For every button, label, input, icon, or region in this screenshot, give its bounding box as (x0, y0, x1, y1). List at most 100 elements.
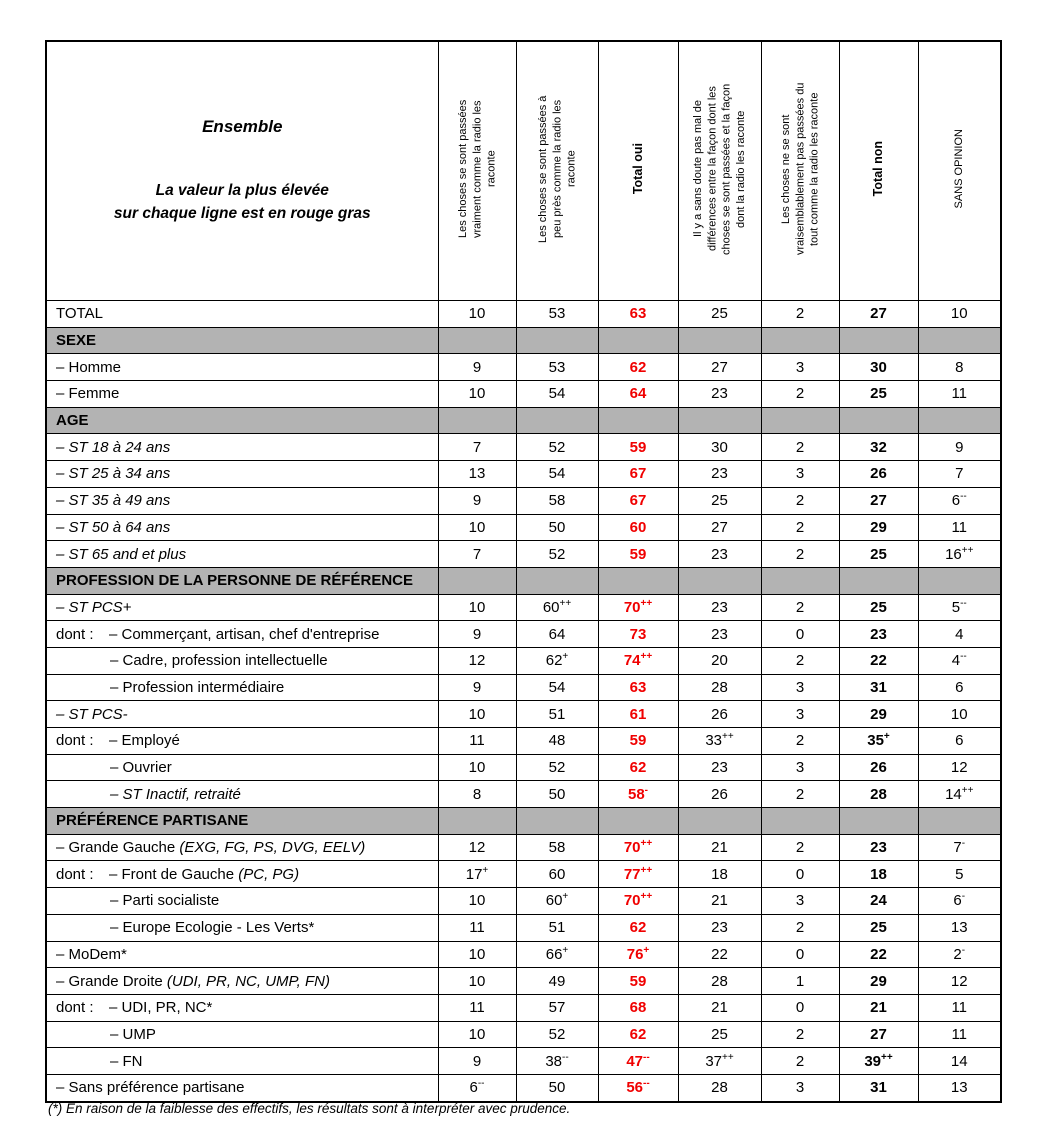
row-label-text: – MoDem* (56, 945, 127, 963)
value-cell: 29 (838, 513, 919, 542)
significance-marker: -- (643, 1051, 650, 1063)
data-row: – Cadre, profession intellectuelle 12 62+ 7… (45, 646, 1002, 675)
value-cell: 6-- (437, 1073, 517, 1103)
value-cell: 26 (838, 753, 919, 782)
value-cell: 10 (437, 700, 517, 728)
data-row: dont : – Commerçant, artisan, chef d'entr… (45, 620, 1002, 648)
value-cell: 59 (597, 727, 679, 755)
row-label-text: – ST 50 à 64 ans (56, 518, 171, 536)
column-header-label: Les choses ne se sont vraisemblablement … (779, 82, 821, 255)
value-cell: 9 (437, 486, 517, 515)
value-cell: 76+ (597, 940, 679, 969)
significance-marker: + (562, 891, 569, 903)
footnote: (*) En raison de la faiblesse des effect… (48, 1101, 571, 1116)
section-empty-cell (597, 807, 679, 835)
value-cell: 50 (515, 1073, 599, 1103)
data-row: – ST 50 à 64 ans 10 50 60 27 2 29 11 (45, 513, 1002, 542)
value-cell: 3 (760, 700, 840, 728)
value-cell: 23 (677, 460, 762, 488)
column-header-peu-pres: Les choses se sont passées à peu près co… (515, 40, 599, 301)
significance-marker: ++ (961, 784, 974, 796)
column-header-vraiment: Les choses se sont passées vraiment comm… (437, 40, 517, 301)
value-cell: 70++ (597, 593, 679, 622)
value-cell: 10 (917, 300, 1002, 328)
value-cell: 6 (917, 673, 1002, 702)
significance-marker: -- (960, 651, 967, 663)
section-empty-cell (437, 807, 517, 835)
section-empty-cell (437, 406, 517, 435)
column-header-label: Les choses se sont passées vraiment comm… (456, 99, 498, 238)
section-empty-cell (515, 406, 599, 435)
column-header-label: Total oui (630, 142, 645, 195)
row-label-text: – ST 18 à 24 ans (56, 438, 171, 456)
value-cell: 51 (515, 913, 599, 942)
value-cell: 20 (677, 646, 762, 675)
row-label-text: (EXG, FG, PS, DVG, EELV) (179, 839, 366, 857)
value-cell: 70++ (597, 887, 679, 915)
row-label-text: – Parti socialiste (110, 892, 220, 910)
section-row: AGE (45, 406, 1002, 435)
section-empty-cell (677, 326, 762, 355)
value-cell: 58 (515, 833, 599, 862)
value-cell: 27 (838, 300, 919, 328)
row-label-text: – ST PCS+ (56, 598, 132, 616)
value-cell: 21 (838, 993, 919, 1022)
significance-marker: -- (477, 1078, 485, 1090)
significance-marker: ++ (640, 864, 653, 876)
section-empty-cell (838, 807, 919, 835)
value-cell: 47-- (597, 1047, 679, 1075)
row-label: – UMP (45, 1020, 439, 1049)
value-cell: 2 (760, 1020, 840, 1049)
significance-marker: + (883, 731, 890, 743)
row-label: – MoDem* (45, 940, 439, 969)
row-label-text: – ST 35 à 49 ans (56, 492, 171, 510)
value-cell: 26 (677, 780, 762, 809)
value-cell: 25 (677, 486, 762, 515)
data-row: – Europe Ecologie - Les Verts* 11 51 62 23 2 2… (45, 913, 1002, 942)
section-empty-cell (838, 326, 919, 355)
value-cell: 62 (597, 753, 679, 782)
row-label: – Parti socialiste (45, 887, 439, 915)
value-cell: 53 (515, 353, 599, 382)
value-cell: 60+ (515, 887, 599, 915)
value-cell: 10 (917, 700, 1002, 728)
row-label: dont : – UDI, PR, NC* (45, 993, 439, 1022)
column-header-pas-du-tout: Les choses ne se sont vraisemblablement … (760, 40, 840, 301)
section-empty-cell (437, 326, 517, 355)
value-cell: 39++ (838, 1047, 919, 1075)
row-label-text: TOTAL (56, 305, 103, 323)
value-cell: 21 (677, 993, 762, 1022)
value-cell: 25 (838, 913, 919, 942)
column-header-label: Les choses se sont passées à peu près co… (536, 94, 578, 243)
value-cell: 21 (677, 833, 762, 862)
value-cell: 3 (760, 887, 840, 915)
value-cell: 28 (677, 967, 762, 995)
significance-marker: -- (562, 1051, 569, 1063)
value-cell: 22 (677, 940, 762, 969)
value-cell: 32 (838, 433, 919, 462)
value-cell: 2 (760, 513, 840, 542)
value-cell: 54 (515, 460, 599, 488)
value-cell: 2 (760, 540, 840, 568)
value-cell: 10 (437, 967, 517, 995)
value-cell: 11 (917, 993, 1002, 1022)
value-cell: 62+ (515, 646, 599, 675)
value-cell: 58- (597, 780, 679, 809)
value-cell: 9 (437, 620, 517, 648)
section-empty-cell (515, 807, 599, 835)
value-cell: 7- (917, 833, 1002, 862)
section-label: SEXE (45, 326, 439, 355)
value-cell: 31 (838, 673, 919, 702)
value-cell: 67 (597, 486, 679, 515)
row-label-prefix: dont : (56, 999, 94, 1017)
data-row: – Sans préférence partisane 6-- 50 56-- 28 3 3… (45, 1073, 1002, 1103)
section-row: PRÉFÉRENCE PARTISANE (45, 807, 1002, 835)
significance-marker: ++ (722, 731, 734, 743)
value-cell: 52 (515, 540, 599, 568)
value-cell: 62 (597, 353, 679, 382)
value-cell: 2- (917, 940, 1002, 969)
section-empty-cell (597, 566, 679, 595)
value-cell: 68 (597, 993, 679, 1022)
row-label-text: – Homme (56, 358, 122, 376)
